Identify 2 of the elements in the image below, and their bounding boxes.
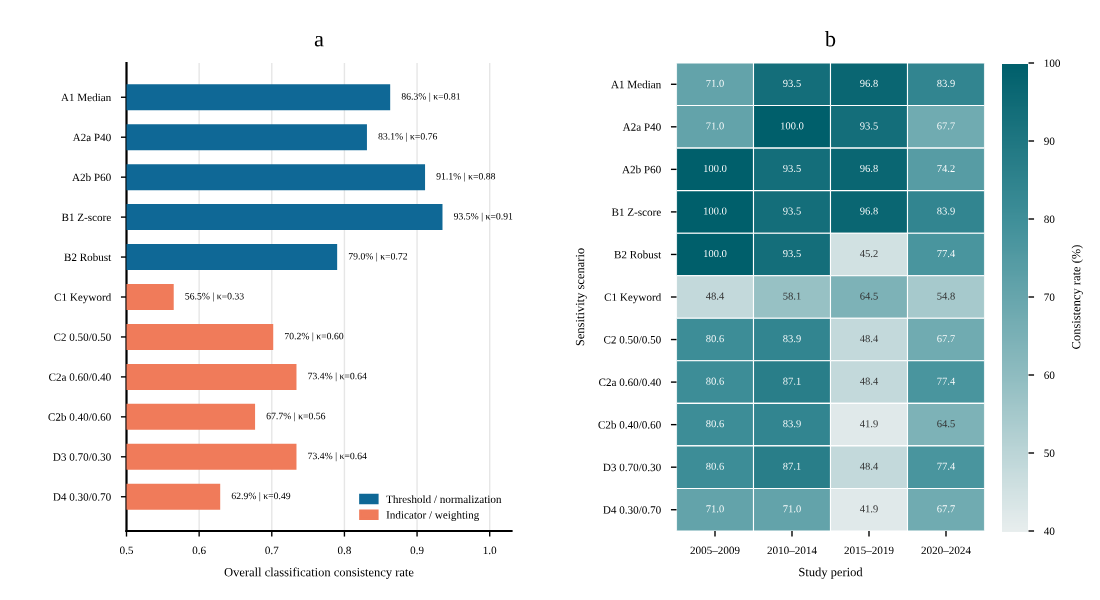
chart-title: b: [824, 30, 836, 47]
chart-title: a: [314, 35, 324, 47]
